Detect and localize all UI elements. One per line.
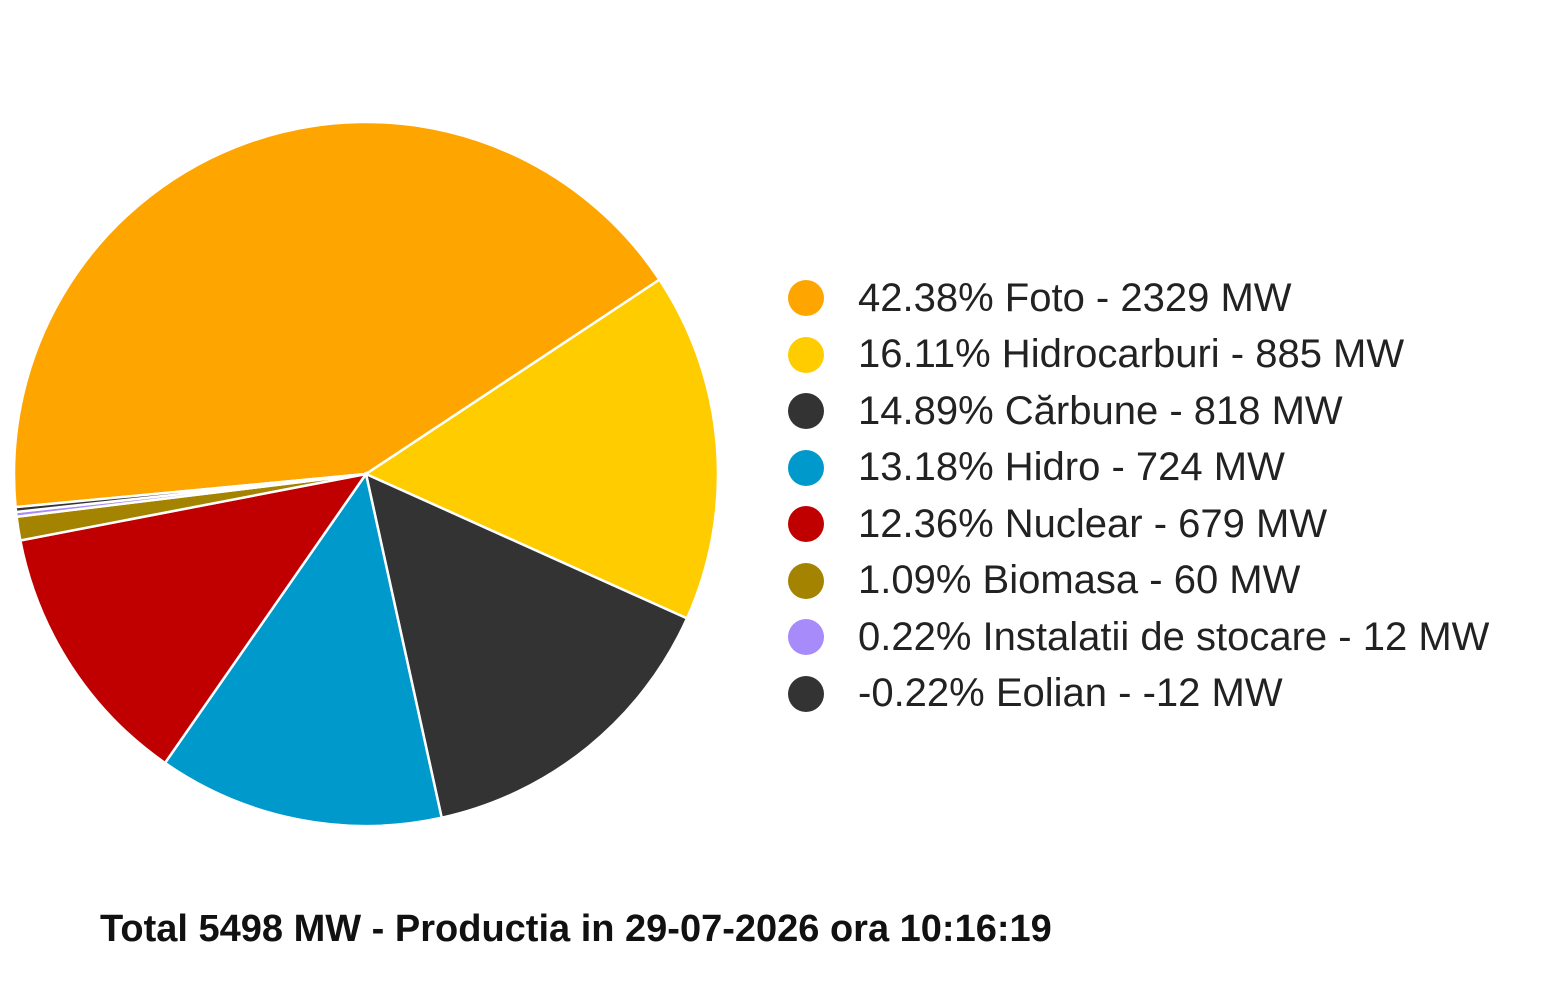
legend-item: 0.22% Instalatii de stocare - 12 MW xyxy=(788,609,1489,666)
legend-item: 14.89% Cărbune - 818 MW xyxy=(788,383,1489,440)
legend-label: 42.38% Foto - 2329 MW xyxy=(858,275,1292,320)
pie-slice-hidro xyxy=(163,470,444,828)
legend-swatch xyxy=(788,619,824,656)
legend-label: 14.89% Cărbune - 818 MW xyxy=(858,388,1343,433)
pie-slice-nuclear xyxy=(18,472,369,765)
legend-item: 12.36% Nuclear - 679 MW xyxy=(788,496,1489,553)
pie-slice-hidrocarburi xyxy=(363,277,720,621)
legend-swatch xyxy=(788,562,824,599)
legend-item: 16.11% Hidrocarburi - 885 MW xyxy=(788,327,1489,384)
pie-slice-eolian xyxy=(14,472,367,514)
legend-swatch xyxy=(788,280,824,317)
legend-swatch xyxy=(788,336,824,373)
legend-label: 0.22% Instalatii de stocare - 12 MW xyxy=(858,614,1490,659)
legend-label: 16.11% Hidrocarburi - 885 MW xyxy=(858,332,1405,377)
legend-swatch xyxy=(788,675,824,712)
legend-swatch xyxy=(788,506,824,543)
legend-label: -0.22% Eolian - -12 MW xyxy=(858,671,1283,716)
legend-swatch xyxy=(788,393,824,430)
pie-slices xyxy=(12,120,720,828)
legend-item: -0.22% Eolian - -12 MW xyxy=(788,666,1489,723)
pie-slice-foto xyxy=(12,120,662,509)
legend-label: 12.36% Nuclear - 679 MW xyxy=(858,501,1328,546)
pie-slice-c-rbune xyxy=(364,471,689,820)
legend-item: 13.18% Hidro - 724 MW xyxy=(788,440,1489,497)
legend-item: 42.38% Foto - 2329 MW xyxy=(788,270,1489,327)
chart-legend: 42.38% Foto - 2329 MW 16.11% Hidrocarburi… xyxy=(788,270,1489,722)
legend-swatch xyxy=(788,449,824,486)
chart-footer: Total 5498 MW - Productia in 29-07-2026 … xyxy=(100,908,1052,950)
legend-label: 13.18% Hidro - 724 MW xyxy=(858,445,1285,490)
legend-label: 1.09% Biomasa - 60 MW xyxy=(858,558,1301,603)
pie-chart xyxy=(12,120,720,828)
legend-item: 1.09% Biomasa - 60 MW xyxy=(788,553,1489,610)
